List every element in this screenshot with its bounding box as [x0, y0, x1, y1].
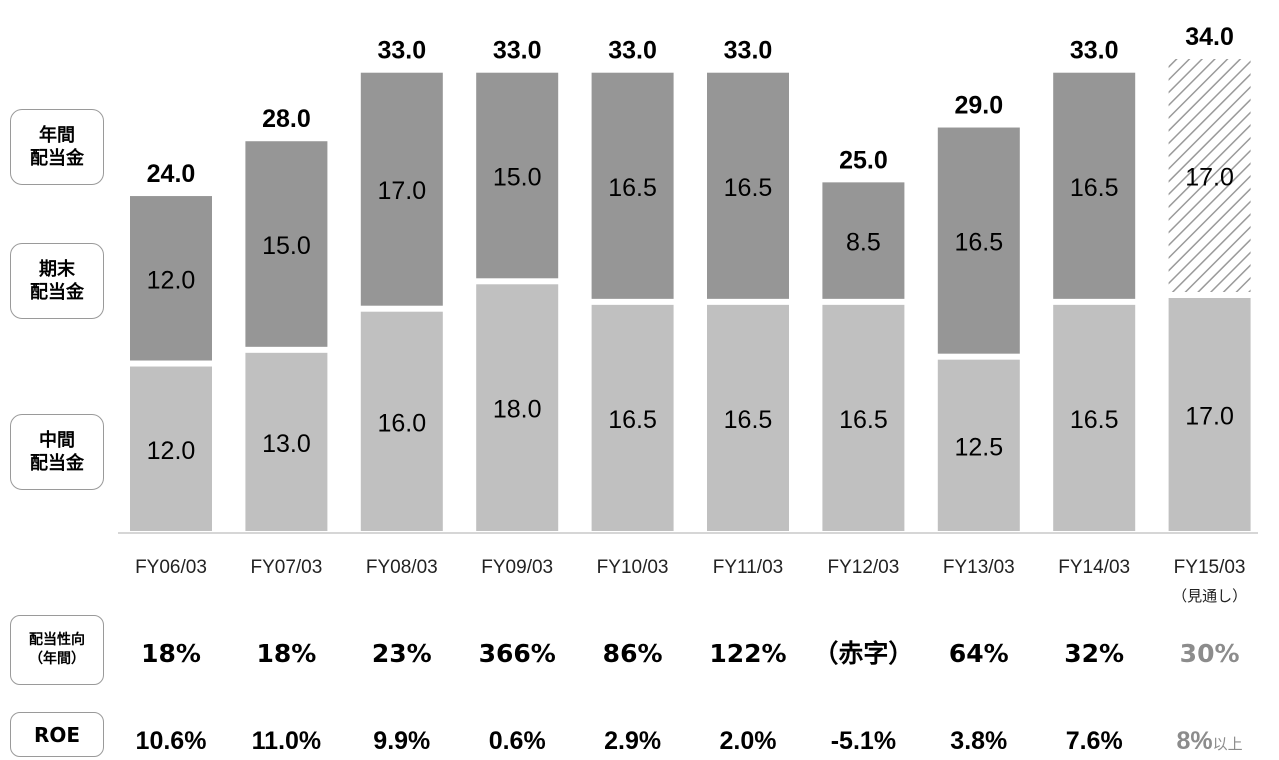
roe-value: 10.6%: [136, 727, 207, 755]
interim-dividend-bar: [822, 304, 905, 531]
payout-ratio-value: 86%: [603, 639, 663, 668]
roe-value: 11.0%: [252, 727, 322, 755]
interim-value-label: 16.5: [839, 406, 888, 434]
interim-dividend-bar: [245, 352, 328, 531]
annual-total-label: 33.0: [1070, 37, 1119, 65]
year-end-value-label: 12.0: [147, 266, 196, 294]
roe-value: 0.6%: [489, 727, 546, 755]
legend-year-end-dividend: 期末 配当金: [10, 243, 104, 319]
year-end-dividend-bar: [1053, 72, 1136, 299]
payout-ratio-value: 64%: [949, 639, 1009, 668]
category-tick-label: FY11/03: [713, 557, 783, 578]
year-end-dividend-bar: [1168, 59, 1251, 292]
roe-value: 2.9%: [604, 727, 661, 755]
payout-ratio-value: 366%: [479, 639, 556, 668]
year-end-dividend-bar: [476, 72, 559, 279]
interim-value-label: 12.5: [954, 433, 1003, 461]
legend-interim-line1: 中間: [39, 430, 75, 451]
legend-annual-line1: 年間: [39, 125, 75, 146]
category-tick-label: FY06/03: [135, 557, 207, 578]
interim-value-label: 13.0: [262, 430, 311, 458]
annual-total-label: 34.0: [1185, 23, 1234, 51]
year-end-value-label: 16.5: [724, 174, 773, 202]
interim-dividend-bar: [937, 359, 1020, 531]
roe-value: -5.1%: [831, 727, 896, 755]
year-end-dividend-bar: [937, 127, 1020, 354]
category-tick-label: FY15/03: [1174, 557, 1246, 578]
category-tick-label: FY10/03: [597, 557, 669, 578]
legend-interim-dividend: 中間 配当金: [10, 414, 104, 490]
interim-dividend-bar: [591, 304, 674, 531]
payout-ratio-value: （赤字）: [813, 639, 913, 668]
interim-value-label: 17.0: [1185, 403, 1234, 431]
year-end-dividend-bar: [822, 182, 905, 299]
category-tick-label: FY09/03: [481, 557, 553, 578]
year-end-value-label: 17.0: [377, 177, 426, 205]
roe-label-text: ROE: [33, 722, 81, 747]
year-end-dividend-bar: [707, 72, 789, 299]
annual-total-label: 33.0: [377, 37, 426, 65]
category-tick-label: FY13/03: [943, 557, 1015, 578]
roe-suffix-label: 以上: [1213, 735, 1243, 753]
interim-dividend-bar: [707, 304, 789, 531]
interim-dividend-bar: [360, 311, 443, 531]
payout-ratio-value: 23%: [372, 639, 432, 668]
roe-value: 3.8%: [950, 727, 1007, 755]
legend-year-end-line1: 期末: [39, 259, 75, 280]
payout-ratio-value: 18%: [141, 639, 201, 668]
interim-dividend-bar: [1168, 298, 1251, 531]
year-end-value-label: 16.5: [954, 229, 1003, 257]
roe-value: 2.0%: [720, 727, 777, 755]
year-end-dividend-bar: [360, 72, 443, 306]
interim-value-label: 12.0: [147, 437, 196, 465]
interim-value-label: 18.0: [493, 396, 542, 424]
roe-value: 9.9%: [373, 727, 430, 755]
year-end-dividend-bar: [591, 72, 674, 299]
category-tick-label: FY07/03: [250, 557, 322, 578]
category-note-label: （見通し）: [1172, 587, 1247, 605]
year-end-value-label: 15.0: [493, 164, 542, 192]
interim-value-label: 16.5: [724, 406, 773, 434]
annual-total-label: 25.0: [839, 146, 888, 174]
roe-row-label: ROE: [10, 712, 104, 757]
annual-total-label: 24.0: [147, 160, 196, 188]
payout-ratio-value: 122%: [709, 639, 786, 668]
year-end-value-label: 8.5: [846, 229, 881, 257]
payout-ratio-row-label: 配当性向 （年間）: [10, 615, 104, 685]
interim-dividend-bar: [476, 284, 559, 531]
annual-total-label: 29.0: [954, 92, 1003, 120]
payout-ratio-value: 18%: [256, 639, 316, 668]
roe-value: 8%以上: [1177, 727, 1243, 755]
year-end-value-label: 16.5: [608, 174, 657, 202]
interim-value-label: 16.5: [608, 406, 657, 434]
interim-value-label: 16.0: [377, 409, 426, 437]
roe-value: 7.6%: [1066, 727, 1123, 755]
category-tick-label: FY14/03: [1058, 557, 1130, 578]
year-end-dividend-bar: [245, 141, 328, 347]
category-tick-label: FY08/03: [366, 557, 438, 578]
year-end-value-label: 16.5: [1070, 174, 1119, 202]
year-end-dividend-bar: [130, 196, 212, 361]
year-end-value-label: 15.0: [262, 232, 311, 260]
payout-label-line2: （年間）: [29, 651, 85, 667]
annual-total-label: 33.0: [724, 37, 773, 65]
interim-dividend-bar: [1053, 304, 1136, 531]
payout-ratio-value: 32%: [1064, 639, 1124, 668]
interim-value-label: 16.5: [1070, 406, 1119, 434]
legend-interim-line2: 配当金: [30, 453, 84, 474]
annual-total-label: 33.0: [608, 37, 657, 65]
annual-total-label: 33.0: [493, 37, 542, 65]
year-end-value-label: 17.0: [1185, 164, 1234, 192]
payout-ratio-value: 30%: [1180, 639, 1240, 668]
legend-annual-dividend: 年間 配当金: [10, 109, 104, 185]
legend-annual-line2: 配当金: [30, 148, 84, 169]
annual-total-label: 28.0: [262, 105, 311, 133]
payout-label-line1: 配当性向: [29, 632, 85, 648]
interim-dividend-bar: [130, 366, 212, 531]
category-tick-label: FY12/03: [827, 557, 899, 578]
legend-year-end-line2: 配当金: [30, 282, 84, 303]
